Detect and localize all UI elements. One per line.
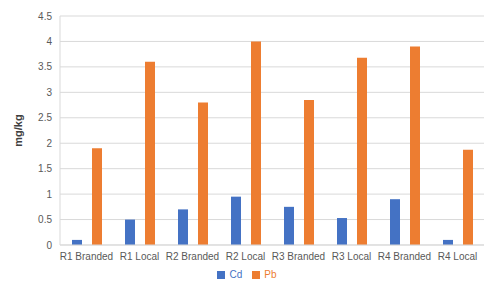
svg-text:1.5: 1.5 <box>38 163 52 174</box>
svg-text:0: 0 <box>46 240 52 251</box>
svg-text:R3 Branded: R3 Branded <box>272 251 325 262</box>
svg-text:0.5: 0.5 <box>38 214 52 225</box>
svg-text:R4 Branded: R4 Branded <box>378 251 431 262</box>
svg-text:R1 Branded: R1 Branded <box>60 251 113 262</box>
svg-text:2: 2 <box>46 138 52 149</box>
svg-text:R4 Local: R4 Local <box>438 251 477 262</box>
svg-text:R3 Local: R3 Local <box>332 251 371 262</box>
svg-text:3.5: 3.5 <box>38 61 52 72</box>
svg-text:3: 3 <box>46 87 52 98</box>
svg-text:2.5: 2.5 <box>38 112 52 123</box>
html-text:Cd: Cd <box>229 269 243 280</box>
svg-text:4: 4 <box>46 36 52 47</box>
html-text:Pb: Pb <box>264 269 277 280</box>
svg-text:1: 1 <box>46 189 52 200</box>
svg-text:4.5: 4.5 <box>38 11 52 22</box>
svg-text:mg/kg: mg/kg <box>12 114 24 146</box>
svg-text:R2 Branded: R2 Branded <box>166 251 219 262</box>
svg-text:R2 Local: R2 Local <box>226 251 265 262</box>
svg-text:R1 Local: R1 Local <box>120 251 159 262</box>
